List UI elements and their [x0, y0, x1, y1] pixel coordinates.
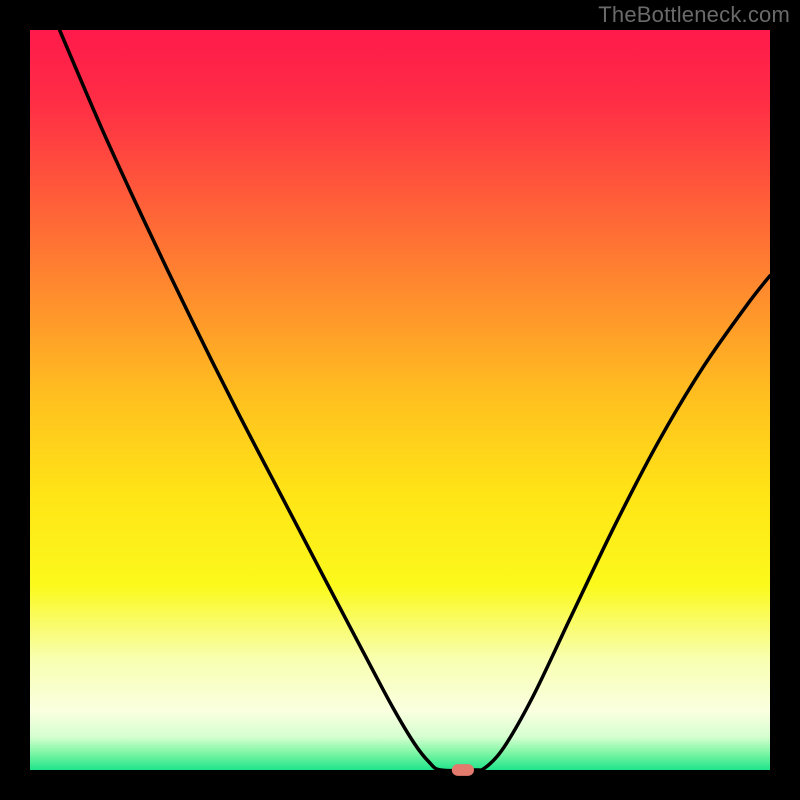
- watermark-text: TheBottleneck.com: [598, 2, 790, 28]
- optimal-marker: [452, 764, 474, 776]
- plot-background: [30, 30, 770, 770]
- chart-container: TheBottleneck.com: [0, 0, 800, 800]
- bottleneck-chart: [0, 0, 800, 800]
